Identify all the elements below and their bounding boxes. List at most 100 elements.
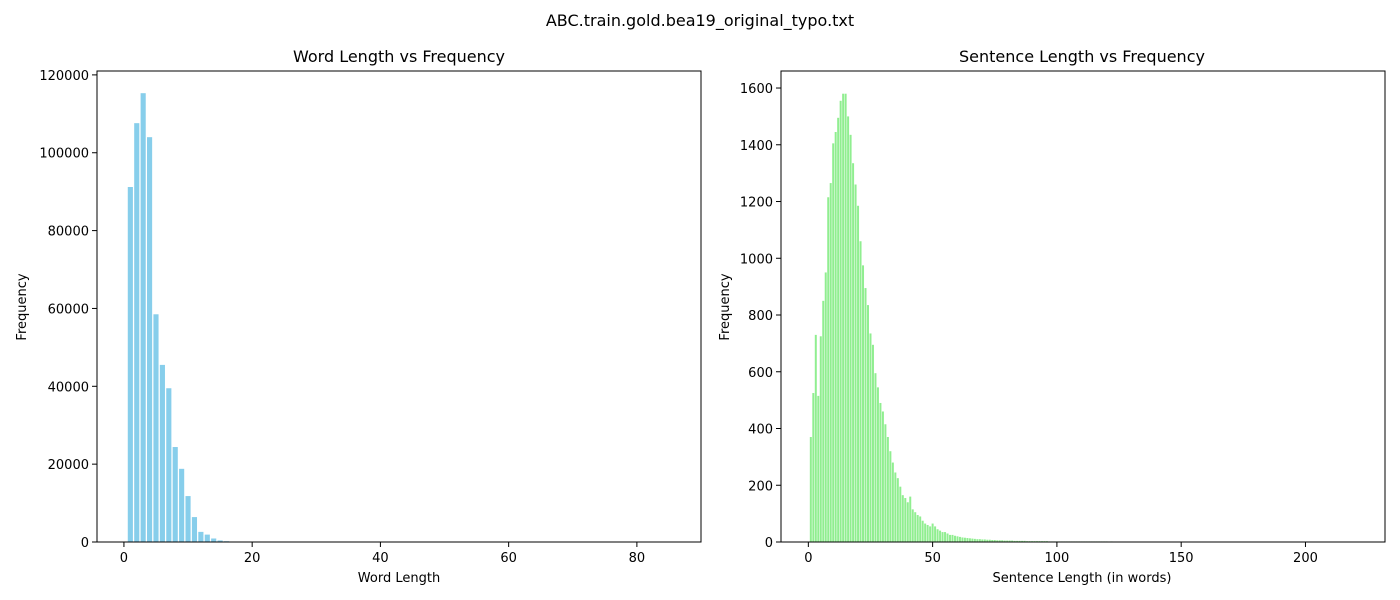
bar	[204, 534, 210, 542]
bar	[916, 515, 919, 542]
y-tick-label: 800	[748, 309, 773, 324]
bar	[914, 512, 917, 542]
y-axis-label: Frequency	[15, 273, 30, 340]
x-tick-label: 40	[372, 551, 389, 566]
bar	[153, 314, 159, 542]
bar	[191, 517, 198, 542]
bar	[166, 388, 172, 542]
bar	[936, 529, 939, 542]
bar	[996, 540, 999, 542]
bar	[889, 451, 892, 542]
y-tick-label: 0	[81, 536, 89, 551]
x-tick-label: 50	[924, 551, 941, 566]
bar	[852, 163, 855, 542]
bar	[140, 93, 146, 542]
bar	[147, 137, 153, 542]
bar	[854, 184, 857, 543]
bar	[986, 539, 989, 542]
chart-sentence-length: Sentence Length vs Frequency 0 50 100 150 20…	[718, 47, 1386, 586]
bar	[172, 447, 178, 542]
bar	[862, 265, 865, 542]
bar	[891, 462, 894, 542]
bar	[981, 539, 984, 542]
y-tick-label: 200	[748, 479, 773, 494]
y-tick-label: 400	[748, 423, 773, 438]
bar	[198, 531, 204, 542]
bar	[968, 538, 971, 542]
bar	[871, 344, 874, 542]
x-ticks: 0 20 40 60 80	[120, 542, 645, 566]
figure-title: ABC.train.gold.bea19_original_typo.txt	[546, 11, 854, 31]
bar	[998, 540, 1001, 542]
bars	[127, 93, 672, 542]
bar	[966, 538, 969, 542]
bar	[159, 364, 165, 542]
y-tick-label: 0	[765, 536, 773, 551]
bar	[849, 134, 852, 542]
bar	[837, 117, 840, 543]
chart-word-length: Word Length vs Frequency 0 20 40 60 80 0 2000…	[15, 47, 702, 586]
y-tick-label: 100000	[39, 147, 89, 162]
bar	[1021, 540, 1024, 542]
bar	[956, 536, 959, 542]
bar	[1023, 540, 1026, 542]
bar	[921, 520, 924, 542]
bar	[971, 538, 974, 542]
y-ticks: 0 20000 40000 60000 80000 100000 120000	[39, 69, 97, 551]
bar	[1013, 540, 1016, 542]
bar	[961, 537, 964, 542]
bar	[896, 478, 899, 542]
x-axis-label: Word Length	[358, 571, 440, 586]
bar	[874, 373, 877, 542]
x-tick-label: 100	[1044, 551, 1069, 566]
y-tick-label: 20000	[48, 458, 89, 473]
bar	[847, 116, 850, 543]
bar	[983, 539, 986, 542]
bar	[829, 183, 832, 542]
bar	[1008, 540, 1011, 542]
bar	[901, 495, 904, 542]
bar	[859, 241, 862, 542]
y-tick-label: 1600	[740, 82, 773, 97]
y-tick-label: 120000	[39, 69, 89, 84]
plot-frame	[780, 70, 1386, 543]
bar	[839, 100, 842, 542]
bar	[185, 496, 191, 542]
bar	[842, 93, 845, 542]
bar	[909, 496, 912, 542]
y-tick-label: 40000	[48, 380, 89, 395]
bar	[884, 424, 887, 542]
bar	[944, 532, 947, 542]
bar	[926, 524, 929, 542]
bar	[904, 498, 907, 542]
bar	[127, 186, 133, 542]
y-ticks: 0 200 400 600 800 1000 1200 1400 1600	[740, 82, 781, 551]
bars	[809, 93, 1357, 543]
bar	[211, 538, 217, 542]
x-tick-label: 150	[1169, 551, 1194, 566]
bar	[1018, 540, 1021, 542]
bar	[867, 305, 869, 542]
bar	[958, 536, 961, 542]
bar	[924, 523, 927, 542]
bar	[179, 468, 185, 542]
bar	[134, 123, 140, 542]
bar	[929, 526, 932, 542]
bar	[864, 288, 867, 542]
x-tick-label: 60	[500, 551, 517, 566]
y-tick-label: 80000	[48, 225, 89, 240]
bar	[951, 534, 954, 542]
x-ticks: 0 50 100 150 200	[804, 542, 1318, 566]
bar	[1001, 540, 1004, 542]
bar	[822, 300, 825, 542]
bar	[1003, 540, 1006, 542]
bar	[834, 132, 837, 543]
bar	[809, 437, 812, 542]
bar	[894, 472, 897, 542]
x-tick-label: 20	[244, 551, 261, 566]
bar	[1016, 540, 1019, 542]
bar	[886, 437, 889, 542]
bar	[978, 539, 981, 542]
x-tick-label: 0	[804, 551, 812, 566]
bar	[993, 540, 996, 542]
